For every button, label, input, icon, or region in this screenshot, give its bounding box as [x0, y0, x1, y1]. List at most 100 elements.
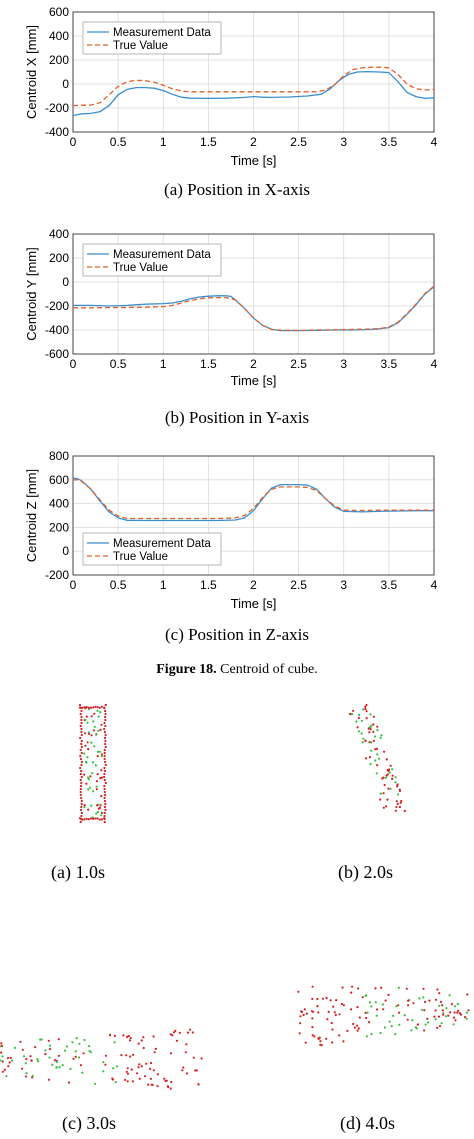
cloud-point: [346, 1029, 349, 1032]
cloud-point: [96, 804, 99, 807]
cloud-point: [97, 729, 100, 732]
cloud-point: [77, 1056, 81, 1059]
cloud-point: [374, 759, 377, 762]
series-measurement-line: [72, 70, 435, 117]
cloud-point: [34, 1046, 37, 1049]
cloud-point: [311, 997, 314, 1000]
cloud-point: [459, 1013, 463, 1016]
cloud-point: [200, 1057, 203, 1060]
x-tick-label: 0: [70, 135, 77, 149]
cloud-point: [369, 713, 372, 716]
cloud-point: [96, 810, 99, 814]
x-tick-label: 2: [250, 578, 257, 592]
y-tick-label: 200: [49, 251, 69, 265]
cloud-point: [379, 792, 382, 795]
cloud-point: [465, 1011, 469, 1014]
cloud-point: [48, 1056, 51, 1059]
cloud-point: [111, 1077, 114, 1080]
cloud-point: [100, 753, 103, 756]
cloud-point: [80, 742, 83, 746]
cloud-point: [36, 1060, 40, 1063]
cloud-point: [25, 1058, 28, 1061]
cloud-point: [398, 1011, 401, 1014]
cloud-point: [1, 1070, 4, 1073]
legend-label-measurement: Measurement Data: [113, 538, 211, 550]
cloud-point: [83, 773, 86, 776]
cloud-point: [104, 808, 107, 812]
y-tick-label: 200: [49, 53, 69, 67]
cloud-point: [96, 750, 99, 753]
cloud-point: [79, 712, 82, 716]
cloud-point: [128, 1039, 132, 1042]
cloud-point: [103, 727, 106, 731]
cloud-point: [79, 793, 82, 797]
cloud-point: [90, 741, 93, 744]
x-tick-label: 1: [160, 357, 167, 371]
cloud-point: [64, 1049, 67, 1052]
cloud-point: [55, 1060, 59, 1064]
cloud-point: [81, 706, 84, 709]
cloud-point: [79, 724, 82, 728]
x-tick-label: 1: [160, 135, 167, 149]
cloud-point: [357, 1027, 360, 1030]
cloud-point: [364, 1011, 367, 1014]
cloud-point: [331, 1028, 334, 1031]
y-tick-label: -600: [45, 347, 69, 361]
cloud-point: [304, 1041, 307, 1044]
cloud-point: [418, 997, 421, 1000]
cloud-point: [382, 806, 385, 809]
cloud-point: [434, 1018, 437, 1021]
y-tick-label: -200: [45, 568, 69, 582]
cloud-point: [137, 1042, 140, 1045]
y-axis-label: Centroid Y [mm]: [24, 247, 39, 340]
cloud-point: [447, 1014, 450, 1017]
cloud-point: [334, 1013, 337, 1017]
cloud-point: [94, 1082, 97, 1085]
cloud-point: [372, 715, 375, 718]
cloud-point: [381, 1003, 384, 1006]
cloud-point: [357, 730, 361, 733]
y-tick-label: -400: [45, 323, 69, 337]
cloud-point: [186, 1072, 189, 1075]
cloud-point: [80, 745, 83, 749]
cloud-point: [452, 1016, 456, 1019]
point-cloud-d: [297, 985, 470, 1047]
cloud-point: [434, 1009, 437, 1012]
cloud-point: [197, 1083, 200, 1086]
cloud-point: [452, 1023, 455, 1026]
cloud-point: [453, 1005, 457, 1008]
cloud-point: [80, 799, 83, 803]
cloud-point: [103, 811, 106, 815]
cloud-point: [329, 999, 332, 1002]
cloud-point: [92, 790, 95, 793]
cloud-point: [362, 708, 365, 711]
cloud-point: [342, 1004, 345, 1007]
cloud-point: [0, 1045, 2, 1048]
cloud-point: [0, 1059, 2, 1062]
cloud-point: [103, 817, 106, 820]
cloud-point: [352, 1022, 355, 1026]
cloud-point: [44, 1053, 47, 1056]
cloud-point: [411, 1019, 414, 1022]
cloud-point: [126, 1080, 129, 1083]
cloud-point: [79, 790, 82, 794]
cloud-point: [317, 1011, 320, 1014]
cloud-point: [87, 778, 90, 781]
cloud-point: [104, 739, 107, 743]
y-tick-label: 200: [49, 520, 69, 534]
cloud-point: [185, 1043, 188, 1046]
cloud-point: [96, 773, 99, 776]
caption-b: (b) Position in Y-axis: [164, 408, 310, 427]
cloud-point: [93, 725, 96, 728]
cloud-point: [423, 1029, 426, 1032]
cloud-point: [57, 1054, 61, 1057]
cloud-point: [81, 818, 84, 821]
cloud-point: [319, 1043, 322, 1046]
cloud-point: [104, 715, 107, 719]
cloud-point: [311, 1017, 314, 1020]
cloud-point: [103, 721, 106, 725]
cloud-point: [403, 1014, 406, 1017]
cloud-point: [129, 1055, 132, 1058]
series-true-value-line: [73, 285, 435, 332]
cloud-point: [47, 1039, 50, 1042]
